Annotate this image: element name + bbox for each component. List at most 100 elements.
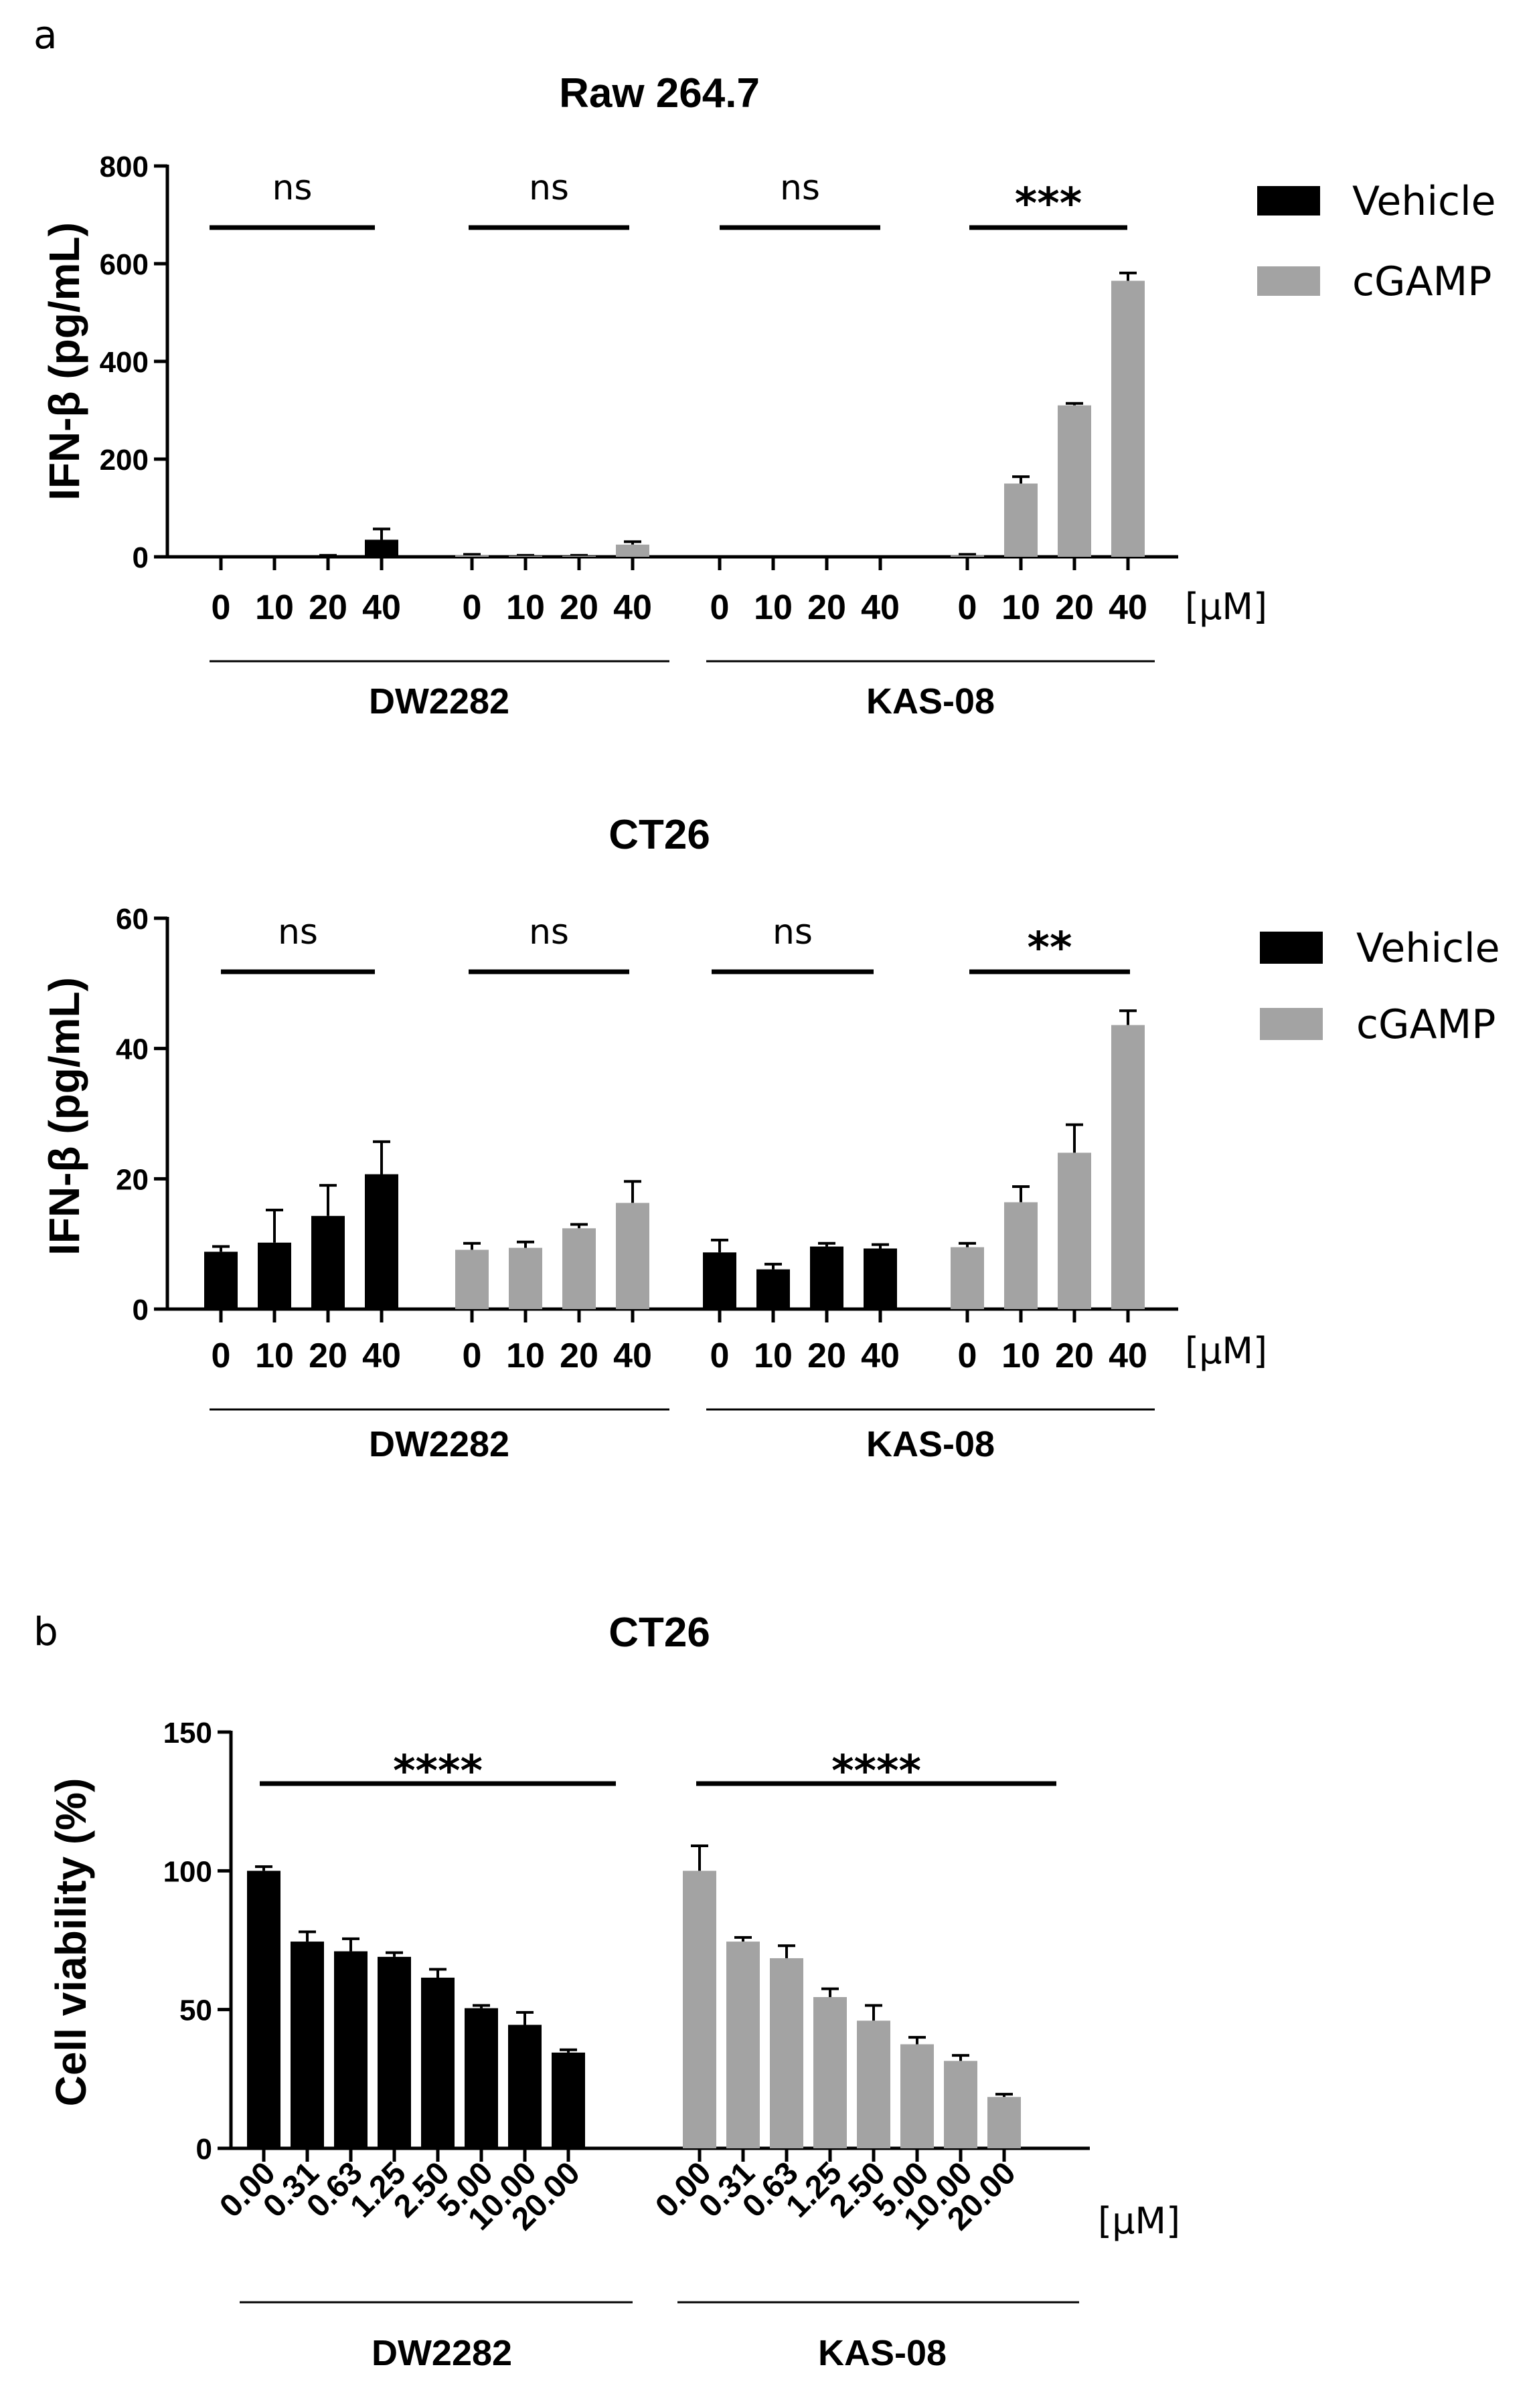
x-tick-label: 20 [807, 1337, 846, 1375]
legend-swatch [1257, 186, 1320, 216]
panel-label-a: a [33, 12, 58, 58]
y-axis-label: Cell viability (%) [47, 1778, 95, 2107]
bar [509, 555, 542, 557]
bar [1058, 405, 1091, 557]
group-label: DW2282 [369, 1424, 509, 1464]
x-tick-label: 10 [255, 588, 294, 627]
group-label: KAS-08 [818, 2333, 947, 2373]
bar [944, 2061, 977, 2148]
bar [311, 1215, 345, 1309]
x-tick-label: 20 [807, 588, 846, 627]
bar [1111, 280, 1145, 557]
group-label: DW2282 [372, 2333, 512, 2373]
bar [204, 1252, 238, 1309]
bar [562, 1228, 596, 1309]
y-tick-label: 400 [100, 346, 149, 379]
bar [508, 2025, 542, 2148]
y-tick-label: 150 [163, 1717, 212, 1749]
x-tick-label: 0 [463, 1337, 482, 1375]
y-tick-label: 60 [116, 903, 149, 936]
significance-label: ns [278, 912, 318, 952]
significance-label: **** [393, 1747, 483, 1796]
bar [726, 1942, 760, 2148]
x-tick-label: 0 [212, 1337, 231, 1375]
bar [509, 1248, 542, 1309]
significance-label: ns [773, 912, 813, 952]
bar [291, 1942, 324, 2148]
bar [1058, 1152, 1091, 1309]
x-tick-label: 20 [309, 588, 347, 627]
bar [756, 1269, 790, 1309]
bar [258, 1242, 291, 1309]
bar [864, 1248, 897, 1309]
bar [455, 1250, 489, 1309]
bar [770, 1958, 803, 2148]
x-tick-label: 10 [506, 588, 545, 627]
legend-swatch [1257, 266, 1320, 296]
significance-label: *** [1015, 179, 1082, 229]
bar [813, 1997, 847, 2148]
bar [562, 555, 596, 557]
panel-label-b: b [33, 1609, 58, 1654]
y-tick-label: 50 [179, 1994, 212, 2027]
x-tick-label: 40 [613, 588, 652, 627]
chart-ct26-ifn: CT26 IFN-β (pg/mL) 0 20 40 60 0 10 20 40 ns 0 10 20 40… [40, 812, 1500, 1464]
bar [1004, 483, 1038, 557]
bar [421, 1977, 455, 2148]
significance-label: **** [831, 1747, 921, 1796]
x-tick-label: 0 [212, 588, 231, 627]
bar [900, 2044, 934, 2148]
x-tick-label: 0 [958, 588, 977, 627]
x-tick-label: 10 [754, 1337, 793, 1375]
y-tick-label: 0 [133, 541, 149, 574]
legend-swatch [1260, 932, 1323, 964]
bar [951, 555, 984, 557]
group-label: KAS-08 [866, 681, 995, 721]
x-tick-label: 10 [255, 1337, 294, 1375]
unit-label: [µM] [1185, 586, 1267, 628]
bar [552, 2052, 585, 2148]
bar [616, 1203, 649, 1309]
bar [311, 555, 345, 557]
significance-label: ns [529, 912, 569, 952]
bar [987, 2097, 1021, 2148]
x-tick-label: 0 [958, 1337, 977, 1375]
x-tick-label: 10 [754, 588, 793, 627]
x-tick-label: 10 [506, 1337, 545, 1375]
bar [857, 2020, 890, 2148]
y-axis-label: IFN-β (pg/mL) [40, 222, 88, 501]
x-tick-label: 20 [1055, 588, 1094, 627]
bar [951, 1247, 984, 1309]
unit-label: [µM] [1185, 1330, 1267, 1372]
legend-label: Vehicle [1352, 178, 1496, 225]
significance-label: ** [1028, 924, 1072, 973]
bar [1004, 1202, 1038, 1309]
legend-swatch [1260, 1008, 1323, 1040]
x-tick-label: 0 [710, 588, 730, 627]
bar [247, 1871, 280, 2148]
x-tick-label: 40 [613, 1337, 652, 1375]
x-tick-label: 40 [1109, 1337, 1147, 1375]
x-tick-label: 0 [710, 1337, 730, 1375]
x-tick-label: 10 [1001, 1337, 1040, 1375]
x-tick-label: 20 [309, 1337, 347, 1375]
bar [455, 555, 489, 557]
y-tick-label: 100 [163, 1855, 212, 1888]
bar [616, 544, 649, 557]
bar [683, 1871, 716, 2148]
y-tick-label: 40 [116, 1033, 149, 1066]
bar [703, 1252, 736, 1309]
y-tick-label: 200 [100, 444, 149, 477]
x-tick-label: 40 [861, 588, 900, 627]
legend-label: Vehicle [1356, 925, 1500, 972]
x-tick-label: 40 [362, 1337, 401, 1375]
chart-title: Raw 264.7 [559, 70, 760, 116]
x-tick-label: 0 [463, 588, 482, 627]
y-tick-label: 0 [133, 1294, 149, 1326]
legend-label: cGAMP [1352, 258, 1491, 305]
group-label: DW2282 [369, 681, 509, 721]
x-tick-label: 20 [560, 1337, 598, 1375]
